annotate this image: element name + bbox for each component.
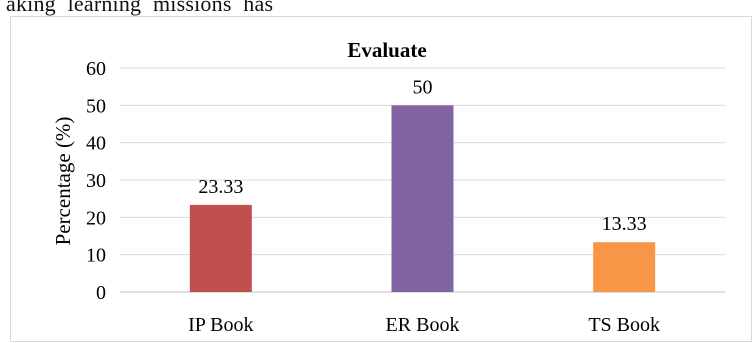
y-tick-label: 0 — [96, 282, 106, 304]
x-category-label: TS Book — [588, 314, 660, 336]
data-labels: 23.33 50 13.33 — [198, 76, 646, 235]
data-label: 13.33 — [602, 213, 647, 235]
y-tick-label: 30 — [86, 170, 106, 192]
data-label: 23.33 — [198, 176, 243, 198]
document-text-fragment: aking learning missions has — [6, 0, 274, 16]
y-tick-label: 10 — [86, 245, 106, 267]
chart-title: Evaluate — [347, 38, 426, 62]
bars — [189, 105, 656, 292]
y-tick-label: 60 — [86, 58, 106, 80]
bar-er-book — [391, 105, 454, 292]
y-axis-label: Percentage (%) — [51, 117, 75, 246]
y-tick-label: 20 — [86, 207, 106, 229]
x-axis-categories: IP Book ER Book TS Book — [188, 314, 660, 336]
data-label: 50 — [413, 76, 433, 98]
y-tick-label: 50 — [86, 95, 106, 117]
y-tick-label: 40 — [86, 133, 106, 155]
x-category-label: IP Book — [188, 314, 253, 336]
bar-ts-book — [593, 242, 656, 292]
y-axis-ticks: 0 10 20 30 40 50 60 — [86, 58, 106, 304]
x-category-label: ER Book — [386, 314, 460, 336]
bar-ip-book — [189, 204, 252, 292]
